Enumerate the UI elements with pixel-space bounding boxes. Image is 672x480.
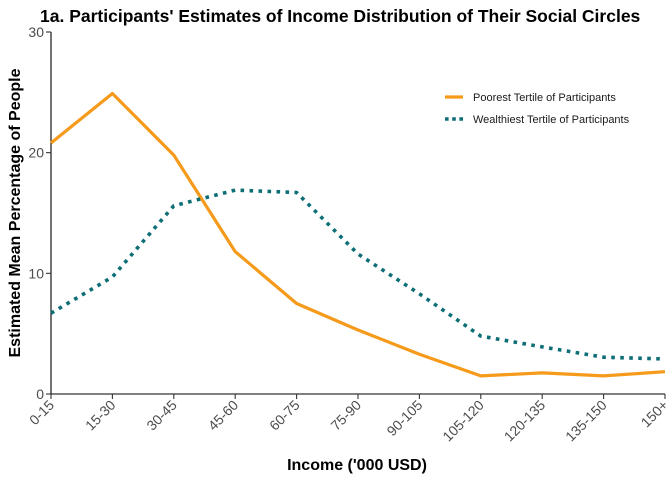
x-tick-label: 0-15 [26, 397, 57, 428]
x-tick-label: 15-30 [82, 397, 119, 434]
x-tick-label: 90-105 [383, 397, 425, 439]
x-tick-label: 135-150 [562, 397, 610, 445]
y-axis-label: Estimated Mean Percentage of People [7, 68, 24, 357]
y-axis: 0 10 20 30 [28, 24, 52, 402]
y-tick-label: 30 [28, 24, 44, 40]
series-layer [49, 91, 666, 378]
legend-label: Poorest Tertile of Participants [473, 92, 616, 104]
x-tick-label: 30-45 [143, 397, 180, 434]
y-tick-label: 0 [36, 386, 44, 402]
chart-title: 1a. Participants' Estimates of Income Di… [40, 6, 641, 26]
series-line-poorest [49, 91, 666, 378]
x-axis: 0-15 15-30 30-45 45-60 60-75 75-90 90-105 105-1… [26, 393, 672, 445]
y-tick-label: 10 [28, 265, 44, 281]
x-tick-label: 60-75 [266, 397, 303, 434]
series-line-wealthiest [50, 188, 666, 361]
x-axis-label: Income ('000 USD) [287, 457, 427, 474]
x-tick-label: 75-90 [327, 397, 364, 434]
legend-label: Wealthiest Tertile of Participants [473, 114, 630, 126]
legend: Poorest Tertile of Participants Wealthies… [445, 92, 630, 126]
x-tick-label: 120-135 [501, 397, 549, 445]
x-tick-label: 150+ [638, 397, 672, 431]
x-tick-label: 105-120 [439, 397, 487, 445]
x-tick-label: 45-60 [205, 397, 242, 434]
y-tick-label: 20 [28, 145, 44, 161]
